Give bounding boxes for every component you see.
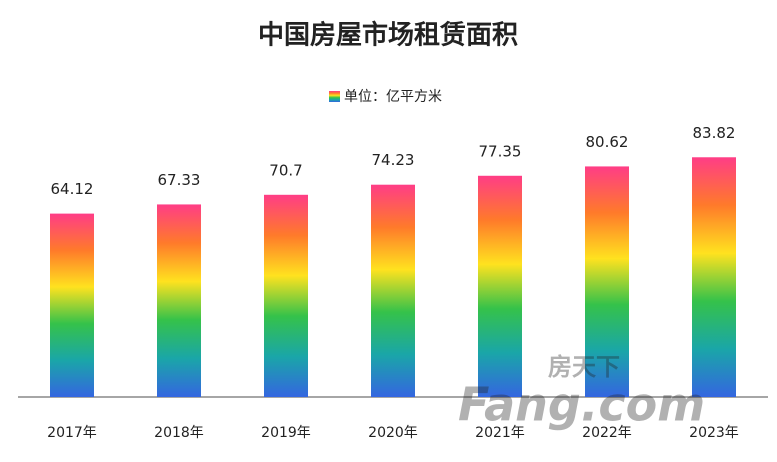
watermark-en: Fang.com <box>458 378 705 432</box>
x-tick-label: 2020年 <box>368 425 418 441</box>
chart-title: 中国房屋市场租赁面积 <box>258 20 518 51</box>
x-tick-label: 2023年 <box>689 425 739 441</box>
bar <box>478 175 522 397</box>
value-label: 74.23 <box>372 151 415 169</box>
bar <box>264 194 308 397</box>
watermark-cn: 房天下 <box>548 353 620 381</box>
value-label: 83.82 <box>693 124 736 142</box>
value-label: 77.35 <box>479 142 522 160</box>
value-label: 64.12 <box>51 180 94 198</box>
value-label: 80.62 <box>586 133 629 151</box>
x-tick-label: 2018年 <box>154 425 204 441</box>
bar <box>585 166 629 397</box>
x-tick-label: 2021年 <box>475 425 525 441</box>
watermark: 房天下 Fang.com <box>458 353 705 432</box>
legend-label: 单位：亿平方米 <box>344 89 442 105</box>
value-label: 67.33 <box>158 171 201 189</box>
bar <box>371 184 415 397</box>
x-tick-label: 2017年 <box>47 425 97 441</box>
bar <box>50 213 94 397</box>
x-tick-label: 2019年 <box>261 425 311 441</box>
bar <box>157 204 201 397</box>
legend-swatch <box>329 91 340 102</box>
x-tick-label: 2022年 <box>582 425 632 441</box>
value-label: 70.7 <box>269 161 302 179</box>
bar <box>692 157 736 397</box>
